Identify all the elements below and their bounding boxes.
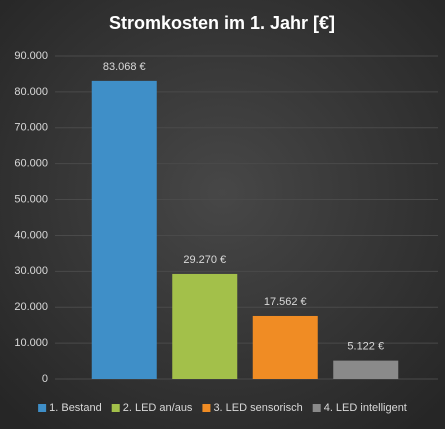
value-label: 17.562 € <box>264 296 307 308</box>
bar <box>172 273 238 379</box>
bar <box>252 315 318 379</box>
value-label: 5.122 € <box>347 341 384 353</box>
legend-label: 4. LED intelligent <box>324 402 407 414</box>
bar <box>333 360 399 379</box>
y-tick-label: 40.000 <box>14 229 48 241</box>
y-tick-label: 20.000 <box>14 301 48 313</box>
legend-label: 2. LED an/aus <box>123 402 193 414</box>
legend-swatch <box>111 404 120 412</box>
legend-swatch <box>312 404 321 412</box>
bar <box>91 80 157 380</box>
legend-swatch <box>38 404 47 412</box>
y-tick-label: 70.000 <box>14 122 48 134</box>
value-label: 29.270 € <box>183 254 226 266</box>
y-tick-label: 60.000 <box>14 158 48 170</box>
legend-label: 3. LED sensorisch <box>213 402 302 414</box>
y-tick-label: 30.000 <box>14 265 48 277</box>
legend-swatch <box>202 404 211 412</box>
value-label: 83.068 € <box>103 61 146 73</box>
y-tick-label: 90.000 <box>14 50 48 62</box>
chart-title: Stromkosten im 1. Jahr [€] <box>109 13 335 33</box>
legend-label: 1. Bestand <box>49 402 102 414</box>
y-tick-label: 50.000 <box>14 193 48 205</box>
y-tick-label: 10.000 <box>14 337 48 349</box>
y-tick-label: 0 <box>42 373 48 385</box>
y-tick-label: 80.000 <box>14 86 48 98</box>
